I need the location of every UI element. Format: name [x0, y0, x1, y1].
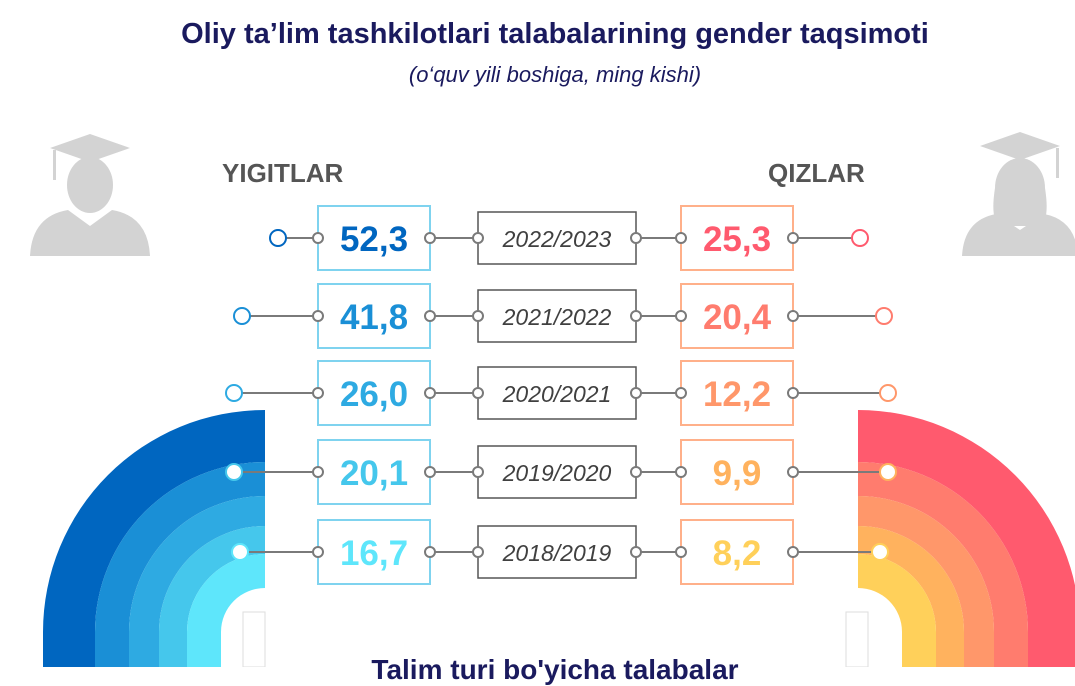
female-value: 9,9: [713, 454, 762, 493]
data-rows: 52,3 2022/2023 25,3 41,8 2021/2022 20,4 26,0 20…: [225, 205, 897, 585]
connector-node: [312, 232, 324, 244]
data-row: 16,7 2018/2019 8,2: [231, 519, 889, 585]
connector-node: [231, 543, 249, 561]
year-label: 2018/2019: [502, 540, 612, 566]
connector-node: [630, 387, 642, 399]
connector-node: [630, 310, 642, 322]
connector-node: [312, 310, 324, 322]
male-arc: [95, 462, 265, 667]
data-row: 41,8 2021/2022 20,4: [233, 283, 893, 349]
connector-node: [875, 307, 893, 325]
male-value: 20,1: [340, 454, 408, 493]
footer-caption: Talim turi bo'yicha talabalar: [371, 654, 739, 685]
connector-node: [630, 232, 642, 244]
female-arc: [858, 554, 936, 667]
male-value-box: [317, 205, 431, 271]
graduate-female-icon: [962, 132, 1075, 256]
connector-node: [312, 466, 324, 478]
female-arcs: [828, 410, 1075, 667]
connector-node: [675, 466, 687, 478]
connector-node: [675, 546, 687, 558]
male-arc: [159, 526, 265, 667]
data-row: 26,0 2020/2021 12,2: [225, 360, 897, 426]
connector-node: [424, 387, 436, 399]
male-value: 26,0: [340, 375, 408, 414]
year-box: [477, 525, 637, 579]
connector-node: [424, 466, 436, 478]
connector-node: [472, 310, 484, 322]
female-value: 25,3: [703, 220, 771, 259]
chart-subtitle: (o‘quv yili boshiga, ming kishi): [408, 62, 702, 87]
male-value-box: [317, 439, 431, 505]
connector-node: [225, 463, 243, 481]
female-arc: [858, 496, 994, 667]
connector-node: [630, 466, 642, 478]
male-arcs: [43, 410, 295, 667]
male-arc: [129, 496, 265, 667]
connector-node: [787, 310, 799, 322]
connector-node: [472, 232, 484, 244]
female-label: QIZLAR: [768, 158, 865, 188]
male-arc: [187, 554, 265, 667]
connector-node: [269, 229, 287, 247]
male-value: 52,3: [340, 220, 408, 259]
year-box: [477, 445, 637, 499]
connector-node: [675, 232, 687, 244]
connector-node: [675, 310, 687, 322]
year-label: 2019/2020: [502, 460, 612, 486]
female-arc-stem: [845, 611, 869, 667]
female-value: 20,4: [703, 298, 772, 337]
connector-node: [787, 466, 799, 478]
connector-node: [630, 546, 642, 558]
connector-node: [472, 546, 484, 558]
female-value: 12,2: [703, 375, 771, 414]
connector-node: [424, 546, 436, 558]
male-value: 41,8: [340, 298, 408, 337]
female-value-box: [680, 205, 794, 271]
year-label: 2022/2023: [502, 226, 612, 252]
female-arc: [858, 462, 1028, 667]
connector-node: [312, 387, 324, 399]
male-arc: [43, 410, 265, 667]
connector-node: [675, 387, 687, 399]
connector-node: [787, 387, 799, 399]
male-arc-stem: [242, 611, 266, 667]
connector-node: [424, 232, 436, 244]
female-value-box: [680, 439, 794, 505]
gender-chart: 52,3 2022/2023 25,3 41,8 2021/2022 20,4 26,0 20…: [30, 132, 1075, 667]
female-value-box: [680, 283, 794, 349]
data-row: 20,1 2019/2020 9,9: [225, 439, 897, 505]
female-value: 8,2: [713, 534, 762, 573]
connector-node: [225, 384, 243, 402]
year-box: [477, 211, 637, 265]
connector-node: [233, 307, 251, 325]
year-label: 2020/2021: [502, 381, 612, 407]
female-value-box: [680, 360, 794, 426]
male-label: YIGITLAR: [222, 158, 344, 188]
graduate-male-icon: [30, 134, 150, 256]
connector-node: [424, 310, 436, 322]
connector-node: [851, 229, 869, 247]
male-value-box: [317, 283, 431, 349]
connector-node: [879, 463, 897, 481]
connector-node: [787, 546, 799, 558]
data-row: 52,3 2022/2023 25,3: [269, 205, 869, 271]
connector-node: [472, 387, 484, 399]
chart-title: Oliy ta’lim tashkilotlari talabalarining…: [181, 18, 929, 50]
connector-node: [871, 543, 889, 561]
female-arc: [858, 526, 964, 667]
connector-node: [472, 466, 484, 478]
connector-node: [879, 384, 897, 402]
connector-node: [787, 232, 799, 244]
female-arc: [858, 410, 1075, 667]
male-value: 16,7: [340, 534, 408, 573]
connector-node: [312, 546, 324, 558]
year-box: [477, 366, 637, 420]
year-label: 2021/2022: [502, 304, 612, 330]
year-box: [477, 289, 637, 343]
male-value-box: [317, 360, 431, 426]
